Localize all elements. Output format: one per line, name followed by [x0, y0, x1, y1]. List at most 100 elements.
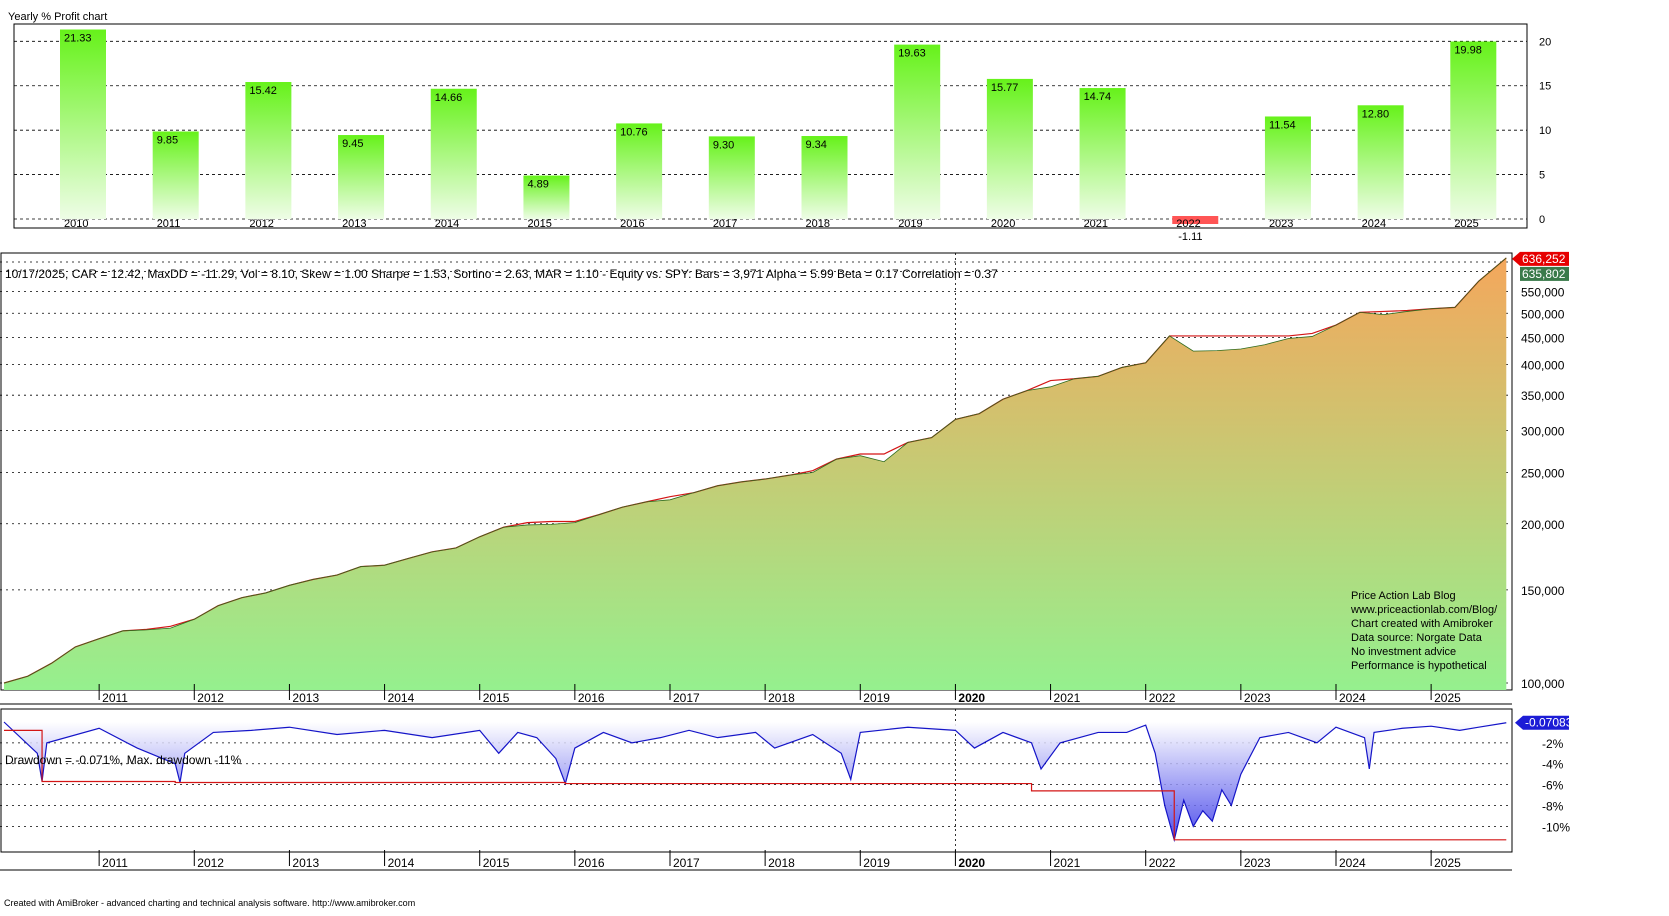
bar-y-tick-label: 5 [1539, 170, 1545, 182]
bar-x-tick-label: 2025 [1454, 218, 1478, 230]
bar-value-label: 9.85 [157, 134, 178, 146]
watermark-line: Data source: Norgate Data [1351, 632, 1483, 644]
bar-value-label: 19.63 [898, 48, 926, 60]
equity-x-tick-label: 2020 [958, 691, 985, 705]
bar-2020 [986, 78, 1033, 220]
equity-y-tick-label: 350,000 [1521, 389, 1565, 403]
equity-x-tick-label: 2015 [483, 691, 510, 705]
max-drawdown-line [4, 729, 1507, 841]
equity-x-tick-label: 2011 [102, 691, 128, 705]
bar-chart-title: Yearly % Profit chart [8, 11, 107, 23]
footer-credit: Created with AmiBroker - advanced charti… [4, 898, 416, 908]
bar-2012 [245, 82, 292, 219]
equity-x-tick-label: 2018 [768, 691, 795, 705]
last-price-label: 635,802 [1522, 267, 1566, 281]
last-price-tag-green [1520, 266, 1569, 281]
drawdown-x-tick-label: 2024 [1339, 856, 1366, 870]
drawdown-x-tick-label: 2021 [1054, 856, 1081, 870]
drawdown-y-tick-label: -8% [1542, 799, 1564, 813]
bar-pane-frame [13, 23, 1528, 229]
bar-y-tick-label: 0 [1539, 214, 1545, 226]
drawdown-x-tick-label: 2013 [292, 856, 319, 870]
equity-area [4, 257, 1507, 690]
bar-x-tick-label: 2015 [527, 218, 551, 230]
equity-stats-title: 10/17/2025, CAR = 12.42, MaxDD = -11.29,… [5, 267, 998, 281]
bar-x-tick-label: 2017 [713, 218, 737, 230]
drawdown-x-tick-label: 2014 [388, 856, 415, 870]
bar-2018 [801, 136, 848, 219]
equity-y-tick-label: 150,000 [1521, 584, 1565, 598]
equity-x-tick-label: 2024 [1339, 691, 1366, 705]
bar-2025 [1450, 41, 1497, 220]
bar-value-label: 14.66 [435, 92, 463, 104]
bar-x-tick-label: 2023 [1269, 218, 1293, 230]
drawdown-x-tick-label: 2025 [1434, 856, 1461, 870]
bar-value-label: 11.54 [1269, 119, 1296, 131]
drawdown-y-tick-label: -10% [1542, 820, 1570, 834]
drawdown-y-tick-label: -2% [1542, 737, 1564, 751]
bar-x-tick-label: 2012 [249, 218, 273, 230]
last-price-tag-red [1512, 251, 1569, 266]
bar-x-tick-label: 2016 [620, 218, 644, 230]
bar-y-tick-label: 15 [1539, 81, 1551, 93]
yearly-profit-pane: 0 5 10 15 20 21.33 2010 9.85 2011 15.42 2012 9.45 20… [13, 23, 1551, 243]
bar-2021 [1079, 88, 1126, 219]
equity-pane: 100,000 150,000 200,000 250,000 300,000 350,0… [0, 251, 1569, 705]
bar-2014 [430, 88, 477, 219]
drawdown-x-tick-label: 2016 [578, 856, 605, 870]
bar-2017 [708, 136, 755, 219]
bar-x-tick-label: 2019 [898, 218, 922, 230]
bar-value-label: 10.76 [620, 126, 648, 138]
drawdown-x-tick-label: 2017 [673, 856, 700, 870]
equity-x-tick-label: 2016 [578, 691, 605, 705]
equity-y-tick-label: 200,000 [1521, 518, 1565, 532]
drawdown-y-tick-label: -4% [1542, 758, 1564, 772]
bar-value-label: 9.45 [342, 138, 363, 150]
equity-x-tick-label: 2012 [197, 691, 224, 705]
drawdown-x-tick-label: 2022 [1149, 856, 1176, 870]
bar-y-tick-label: 10 [1539, 125, 1551, 137]
bar-x-tick-label: 2024 [1362, 218, 1386, 230]
watermark-line: Chart created with Amibroker [1351, 618, 1493, 630]
bar-value-label: 14.74 [1084, 91, 1112, 103]
bar-x-tick-label: 2021 [1084, 218, 1108, 230]
drawdown-x-tick-label: 2019 [863, 856, 890, 870]
drawdown-y-tick-label: -6% [1542, 779, 1564, 793]
bar-2011 [152, 131, 199, 219]
bar-2010 [60, 29, 106, 219]
drawdown-x-tick-label: 2012 [197, 856, 224, 870]
equity-x-tick-label: 2021 [1054, 691, 1081, 705]
bar-value-label: 9.34 [806, 139, 827, 151]
bar-2019 [894, 44, 941, 220]
drawdown-x-tick-label: 2011 [102, 856, 128, 870]
bar-value-label: 15.42 [249, 85, 277, 97]
equity-y-tick-label: 300,000 [1521, 425, 1565, 439]
bar-x-tick-label: 2013 [342, 218, 366, 230]
bar-x-tick-label: 2022 [1176, 218, 1200, 230]
watermark-line: Performance is hypothetical [1351, 660, 1487, 672]
equity-y-tick-label: 450,000 [1521, 331, 1565, 345]
bar-2022 [1172, 216, 1219, 224]
drawdown-pane-frame [0, 708, 1513, 853]
drawdown-x-tick-label: 2020 [958, 856, 985, 870]
bar-value-label: 21.33 [64, 33, 92, 45]
bar-value-label: 15.77 [991, 82, 1019, 94]
equity-y-tick-label: 550,000 [1521, 285, 1565, 299]
equity-y-tick-label: 500,000 [1521, 307, 1565, 321]
bar-value-label: 4.89 [527, 179, 548, 191]
bar-y-tick-label: 20 [1539, 36, 1551, 48]
bar-x-tick-label: 2020 [991, 218, 1015, 230]
bar-2016 [616, 123, 663, 219]
watermark-text: Price Action Lab Blog www.priceactionlab.… [1350, 590, 1498, 672]
bar-value-label: 19.98 [1454, 45, 1482, 57]
drawdown-area [4, 722, 1507, 840]
drawdown-last-label: -0.07083 [1525, 716, 1573, 730]
drawdown-pane: -2% -4% -6% -8% -10% -0.07083 2011 2012 2013 2014… [0, 708, 1573, 871]
drawdown-last-tag [1515, 715, 1569, 730]
equity-y-tick-label: 250,000 [1521, 467, 1565, 481]
equity-x-tick-label: 2022 [1149, 691, 1176, 705]
watermark-line: www.priceactionlab.com/Blog/ [1350, 604, 1498, 616]
bar-2024 [1357, 105, 1404, 219]
